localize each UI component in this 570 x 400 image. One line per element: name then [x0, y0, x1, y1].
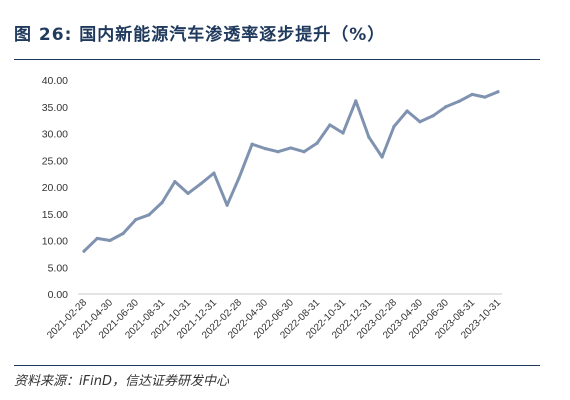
data-point [225, 203, 229, 207]
data-point [186, 191, 190, 196]
data-point [354, 99, 358, 103]
data-point [199, 182, 203, 186]
plot-area [82, 90, 500, 253]
source-divider [14, 365, 540, 366]
data-point [380, 155, 384, 159]
data-point [108, 238, 112, 243]
data-point [405, 109, 409, 113]
title-divider [14, 59, 540, 60]
y-axis: 0.00 5.00 10.00 15.00 20.00 25.00 30.00 35.00 40… [42, 75, 68, 301]
data-point [276, 150, 280, 154]
data-point [470, 92, 474, 97]
data-point [302, 150, 306, 154]
data-point [341, 131, 345, 135]
y-tick-label: 5.00 [48, 262, 69, 274]
y-tick-label: 20.00 [42, 182, 68, 194]
data-point [212, 171, 216, 175]
y-tick-label: 25.00 [42, 155, 68, 167]
data-point [173, 180, 177, 184]
data-point [418, 120, 422, 124]
data-point [160, 200, 164, 205]
data-point [95, 236, 99, 240]
data-point [82, 249, 86, 253]
data-point [121, 231, 125, 236]
data-point [263, 146, 267, 151]
data-point [237, 176, 241, 180]
data-point [392, 124, 396, 129]
data-point [367, 135, 371, 139]
data-point [444, 105, 448, 109]
data-point [483, 95, 487, 99]
y-tick-label: 35.00 [42, 102, 68, 114]
y-tick-label: 0.00 [48, 289, 69, 301]
y-tick-label: 15.00 [42, 209, 68, 221]
data-point [147, 213, 151, 217]
data-point [328, 123, 332, 127]
data-point [250, 142, 254, 146]
y-tick-label: 10.00 [42, 236, 68, 248]
y-tick-label: 40.00 [42, 75, 68, 87]
data-point [431, 114, 435, 118]
data-point [315, 141, 319, 145]
x-axis: 2021-02-282021-04-302021-06-302021-08-31… [45, 293, 503, 341]
data-point [289, 146, 293, 150]
y-tick-label: 30.00 [42, 129, 68, 141]
data-point [457, 99, 461, 103]
series-line [82, 90, 500, 253]
data-point [496, 90, 500, 94]
figure-title: 图 26: 国内新能源汽车渗透率逐步提升（%） [14, 25, 386, 45]
data-point [134, 218, 138, 222]
source-note: 资料来源：iFinD，信达证券研发中心 [14, 374, 229, 389]
